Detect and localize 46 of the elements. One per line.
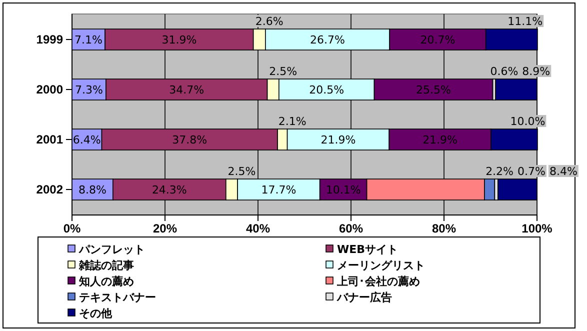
y-tick-label: 2001 bbox=[36, 132, 64, 146]
data-label: 6.4% bbox=[72, 133, 101, 146]
data-label: 20.5% bbox=[309, 83, 344, 96]
data-label: 10.0% bbox=[510, 115, 546, 128]
data-label: 24.3% bbox=[152, 183, 187, 196]
data-label: 0.7% bbox=[518, 165, 546, 178]
x-tick-label: 40% bbox=[246, 222, 270, 236]
data-label: 21.9% bbox=[320, 133, 356, 146]
legend-label: その他 bbox=[79, 307, 113, 320]
data-label: 37.8% bbox=[172, 133, 208, 146]
legend-label: 知人の薦め bbox=[78, 275, 134, 288]
data-label: 31.9% bbox=[162, 33, 197, 46]
data-label: 7.3% bbox=[74, 83, 103, 96]
x-tick-label: 20% bbox=[152, 222, 178, 236]
legend-label: バナー広告 bbox=[336, 291, 392, 304]
y-tick-label: 1999 bbox=[36, 32, 64, 46]
data-label: 8.8% bbox=[78, 183, 106, 196]
data-label: 2.5% bbox=[228, 165, 256, 178]
x-tick-label: 60% bbox=[338, 222, 364, 236]
data-label: 2.5% bbox=[269, 65, 298, 78]
data-label: 11.1% bbox=[508, 15, 543, 28]
legend-label: パンフレット bbox=[78, 243, 145, 256]
data-label: 0.6% bbox=[490, 65, 518, 78]
data-label: 8.4% bbox=[549, 165, 578, 178]
data-label: 8.9% bbox=[522, 65, 550, 78]
x-tick-label: 0% bbox=[63, 222, 81, 236]
data-label: 7.1% bbox=[74, 33, 102, 46]
data-label: 26.7% bbox=[310, 33, 345, 46]
data-label: 25.5% bbox=[416, 83, 452, 96]
x-tick-label: 100% bbox=[522, 222, 553, 236]
data-label: 10.1% bbox=[326, 183, 361, 196]
legend-label: テキストバナー bbox=[79, 291, 156, 304]
legend-label: メーリングリスト bbox=[337, 259, 425, 272]
data-label: 20.7% bbox=[420, 33, 456, 46]
x-tick-label: 80% bbox=[432, 222, 456, 236]
legend-label: 上司･会社の薦め bbox=[336, 275, 420, 288]
data-label: 2.1% bbox=[278, 115, 306, 128]
legend-label: WEBサイト bbox=[337, 243, 398, 256]
data-label: 2.6% bbox=[255, 15, 284, 28]
y-tick-label: 2002 bbox=[36, 182, 64, 196]
data-label: 21.9% bbox=[422, 133, 458, 146]
legend-label: 雑誌の記事 bbox=[78, 259, 134, 272]
y-tick-label: 2000 bbox=[36, 82, 64, 96]
data-label: 34.7% bbox=[169, 83, 204, 96]
data-label: 17.7% bbox=[261, 183, 296, 196]
data-label: 2.2% bbox=[486, 165, 514, 178]
